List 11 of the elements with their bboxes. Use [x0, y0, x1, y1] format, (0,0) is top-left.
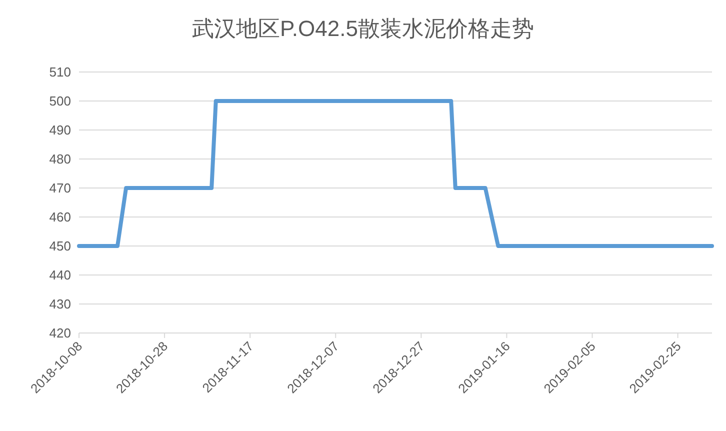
y-tick-label: 430 [49, 296, 71, 312]
y-tick-label: 470 [49, 180, 71, 196]
chart-title: 武汉地区P.O42.5散装水泥价格走势 [192, 16, 534, 41]
y-tick-label: 480 [49, 152, 71, 166]
y-tick-label: 440 [49, 268, 71, 282]
y-tick-label: 420 [49, 326, 71, 340]
y-tick-label: 450 [49, 238, 71, 254]
y-tick-label: 460 [49, 210, 71, 224]
y-tick-label: 510 [49, 64, 71, 80]
y-tick-label: 500 [49, 94, 71, 108]
y-tick-label: 490 [49, 122, 71, 138]
